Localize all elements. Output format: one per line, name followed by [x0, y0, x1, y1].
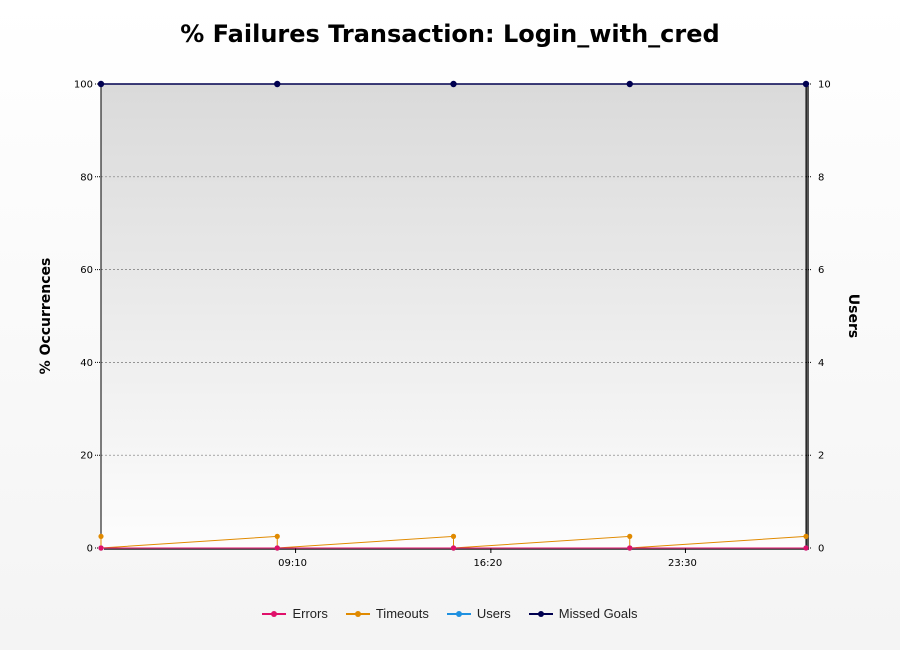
y2-tick-label: 2	[818, 451, 824, 462]
data-point-timeouts	[803, 533, 809, 540]
legend-label: Timeouts	[375, 606, 429, 621]
data-point-errors	[274, 545, 280, 551]
data-point-errors	[98, 545, 104, 551]
y-axis-title: % Occurrences	[38, 258, 54, 375]
data-point-errors	[803, 545, 809, 551]
y2-tick-label: 4	[818, 358, 824, 369]
legend-swatch	[446, 609, 471, 619]
legend-swatch	[262, 609, 287, 619]
data-point-timeouts	[627, 533, 633, 540]
y2-axis-title: Users	[845, 294, 861, 338]
y-tick-label: 0	[87, 544, 93, 555]
legend: Errors Timeouts Users Missed Goals	[0, 606, 900, 621]
x-axis-ticks: 09:10 16:20 23:30	[278, 548, 697, 569]
y2-tick-label: 0	[818, 544, 824, 555]
y-axis-ticks: 0 20 40 60 80 100	[74, 80, 101, 555]
legend-label: Errors	[292, 606, 328, 621]
legend-label: Missed Goals	[558, 606, 638, 621]
legend-item-missed-goals: Missed Goals	[528, 606, 638, 621]
legend-item-timeouts: Timeouts	[345, 606, 429, 621]
gridlines	[101, 176, 806, 456]
data-point-missed-goals	[97, 80, 105, 88]
y-tick-label: 40	[80, 358, 93, 369]
data-point-timeouts	[450, 533, 457, 540]
x-tick-label: 23:30	[668, 558, 697, 569]
data-point-missed-goals	[626, 80, 633, 88]
legend-swatch	[528, 609, 553, 619]
legend-swatch	[345, 609, 370, 619]
x-tick-label: 16:20	[473, 558, 502, 569]
data-point-errors	[627, 545, 633, 551]
y-tick-label: 20	[80, 451, 93, 462]
plot-area	[101, 84, 806, 548]
legend-label: Users	[476, 606, 511, 621]
data-point-missed-goals	[802, 80, 810, 88]
legend-item-errors: Errors	[262, 606, 328, 621]
y2-tick-label: 8	[818, 172, 824, 183]
chart-title: % Failures Transaction: Login_with_cred	[180, 20, 720, 48]
y-tick-label: 100	[74, 80, 93, 91]
data-point-timeouts	[98, 533, 104, 540]
y-tick-label: 60	[80, 265, 93, 276]
legend-item-users: Users	[446, 606, 511, 621]
y2-tick-label: 10	[818, 80, 831, 91]
x-tick-label: 09:10	[278, 558, 307, 569]
data-point-errors	[450, 545, 457, 551]
y-tick-label: 80	[80, 172, 93, 183]
series-group	[97, 80, 810, 551]
y2-tick-label: 6	[818, 265, 824, 276]
data-point-missed-goals	[274, 80, 281, 88]
y2-axis-ticks: 0 2 4 6 8 10	[806, 80, 831, 555]
data-point-timeouts	[274, 533, 280, 540]
data-point-missed-goals	[450, 80, 457, 88]
